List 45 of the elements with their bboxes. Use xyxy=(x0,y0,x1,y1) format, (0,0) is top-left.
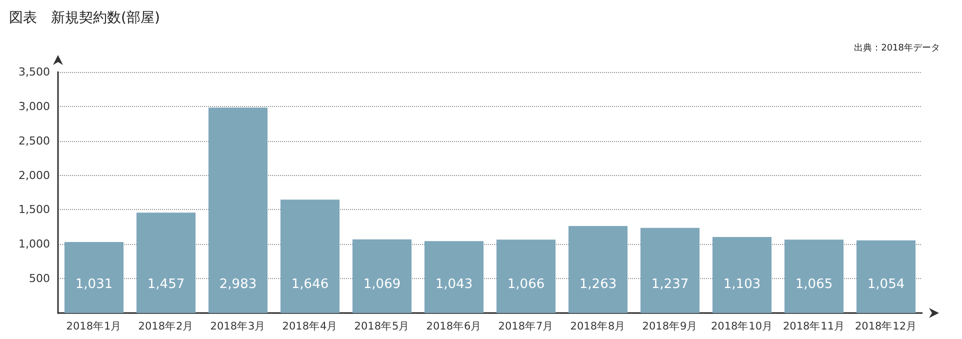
y-tick-label: 500 xyxy=(29,272,50,286)
data-label: 1,457 xyxy=(147,277,185,292)
x-tick-label: 2018年10月 xyxy=(710,320,774,332)
bar xyxy=(136,212,196,313)
bar xyxy=(856,240,916,313)
x-tick-label: 2018年9月 xyxy=(642,320,698,332)
bar xyxy=(424,241,484,313)
x-tick-label: 2018年6月 xyxy=(426,320,482,332)
bar xyxy=(784,240,844,313)
data-label: 1,263 xyxy=(579,277,617,292)
y-tick-label: 1,000 xyxy=(18,238,50,251)
data-label: 1,043 xyxy=(435,277,473,292)
y-tick-label: 2,500 xyxy=(18,134,50,148)
x-tick-label: 2018年7月 xyxy=(498,320,554,332)
data-label: 2,983 xyxy=(219,277,257,292)
data-label: 1,065 xyxy=(795,277,833,292)
bar xyxy=(208,108,268,313)
x-tick-label: 2018年4月 xyxy=(282,320,338,332)
x-tick-label: 2018年5月 xyxy=(354,320,410,332)
x-tick-label: 2018年11月 xyxy=(782,320,846,332)
data-label: 1,237 xyxy=(651,277,689,292)
x-tick-label: 2018年8月 xyxy=(570,320,626,332)
y-tick-label: 3,500 xyxy=(18,66,50,78)
data-label: 1,103 xyxy=(723,277,761,292)
y-tick-label: 1,500 xyxy=(18,203,50,216)
x-tick-label: 2018年3月 xyxy=(210,320,266,332)
bar xyxy=(496,240,556,313)
chart-title: 図表 新規契約数(部屋) xyxy=(9,10,160,26)
source-note: 出典：2018年データ xyxy=(854,42,940,54)
y-tick-label: 2,000 xyxy=(18,168,50,182)
bar xyxy=(712,237,772,313)
x-tick-label: 2018年1月 xyxy=(66,320,122,332)
bar xyxy=(640,228,700,313)
y-tick-label: 3,000 xyxy=(18,100,50,113)
data-label: 1,031 xyxy=(75,277,113,292)
x-tick-label: 2018年12月 xyxy=(854,320,918,332)
bar xyxy=(352,239,412,313)
data-label: 1,066 xyxy=(507,277,545,292)
bar xyxy=(568,226,628,313)
data-label: 1,069 xyxy=(363,277,401,292)
bar xyxy=(280,200,340,313)
data-label: 1,646 xyxy=(291,277,329,292)
bar xyxy=(64,242,124,313)
x-tick-label: 2018年2月 xyxy=(138,320,194,332)
data-label: 1,054 xyxy=(867,277,905,292)
